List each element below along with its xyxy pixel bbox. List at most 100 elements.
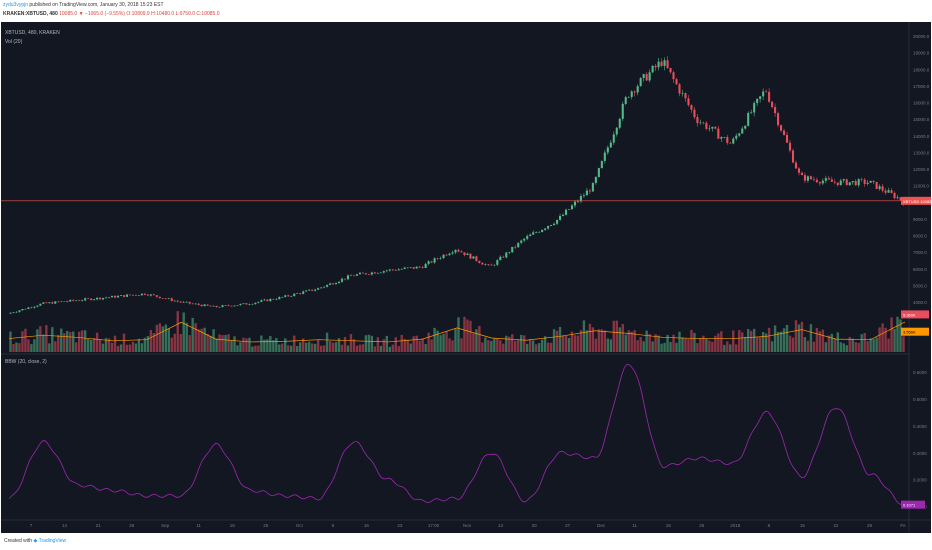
volume-bar [236, 345, 239, 352]
volume-bar [430, 339, 433, 352]
candle-body [418, 266, 421, 268]
candle-body [317, 288, 320, 290]
price-tick-label: 9000.0 [913, 217, 927, 222]
volume-bar [540, 339, 544, 352]
chart-plot-area[interactable]: XBTUSD, 480, KRAKEN Vol (20) BBW (20, clos… [1, 22, 931, 533]
candle-body [134, 294, 137, 296]
candle-body [406, 267, 409, 269]
volume-bar [812, 341, 816, 352]
candle-body [51, 302, 54, 304]
x-axis-label: 22 [833, 523, 839, 528]
volume-bar [382, 339, 386, 352]
volume-bar [77, 331, 81, 352]
volume-bar [137, 338, 141, 352]
volume-bar [98, 338, 102, 352]
candle-body [505, 252, 508, 258]
volume-bar [179, 333, 182, 352]
x-axis-label: 14 [62, 523, 68, 528]
volume-bar [272, 340, 275, 352]
candle-body [771, 101, 774, 108]
volume-bar [352, 339, 356, 352]
tradingview-logo-icon: ◆ [33, 538, 38, 544]
volume-bar [511, 334, 514, 352]
candle-body [388, 269, 391, 271]
volume-bar [269, 335, 272, 352]
price-tick-label: 5000.0 [913, 283, 927, 288]
candle-body [502, 256, 505, 258]
volume-bar [606, 338, 610, 352]
volume-bar [872, 339, 875, 352]
candle-body [490, 264, 493, 266]
volume-bar [738, 330, 741, 352]
last-price-tag [901, 196, 931, 205]
volume-bar [642, 341, 645, 352]
volume-bar [669, 342, 672, 352]
candle-body [311, 289, 314, 291]
candle-body [845, 179, 848, 186]
x-axis-label: 23 [397, 523, 403, 528]
volume-bar [528, 339, 532, 352]
volume-bar [445, 331, 448, 352]
volume-bar [615, 320, 618, 352]
candle-body [102, 297, 105, 300]
volume-bar [487, 340, 490, 352]
candle-body [672, 72, 675, 80]
candle-body [326, 284, 329, 287]
volume-bar [281, 343, 284, 352]
volume-bar [594, 338, 598, 352]
volume-bar [149, 330, 153, 352]
candle-body [756, 98, 759, 104]
candle-body [170, 298, 173, 301]
candle-body [517, 242, 520, 248]
volume-bar [484, 337, 487, 352]
volume-bar [747, 329, 750, 352]
candle-body [881, 186, 884, 191]
candle-body [627, 96, 630, 98]
candle-body [275, 299, 278, 300]
volume-bar [340, 344, 344, 352]
tradingview-brand[interactable]: TradingView [38, 538, 67, 544]
volume-bar [54, 341, 57, 352]
candle-body [367, 274, 370, 275]
volume-bar [764, 333, 768, 352]
volume-bar [80, 330, 84, 352]
chart-svg[interactable]: XBTUSD, 480, KRAKEN Vol (20) BBW (20, clos… [1, 22, 931, 533]
author-link[interactable]: zydu3vypjn [3, 2, 29, 8]
volume-bar [752, 328, 756, 352]
volume-bar [266, 339, 269, 352]
x-axis-label: Nov [463, 523, 472, 528]
candle-body [872, 180, 875, 182]
candle-body [800, 172, 804, 176]
volume-bar [899, 319, 902, 352]
volume-bar [86, 338, 90, 352]
x-axis-label: 25 [263, 523, 269, 528]
candle-body [206, 304, 209, 306]
candle-body [570, 205, 574, 210]
candle-body [125, 294, 129, 297]
candle-body [466, 253, 469, 256]
candle-body [860, 179, 863, 180]
volume-bar [779, 331, 783, 352]
volume-bar [842, 343, 845, 352]
candle-body [33, 306, 36, 308]
volume-bar [152, 333, 156, 352]
candle-body [397, 269, 400, 271]
candle-body [657, 61, 660, 68]
volume-bar [666, 334, 669, 352]
volume-bar [439, 335, 442, 352]
volume-bar [657, 335, 660, 352]
candle-body [442, 254, 445, 259]
volume-bar [334, 342, 338, 352]
price-tick-label: 8000.0 [913, 234, 927, 239]
candle-body [487, 264, 490, 266]
volume-bar [564, 335, 568, 352]
candle-body [693, 109, 696, 118]
volume-bar [457, 317, 460, 352]
volume-bar [36, 329, 39, 352]
candle-body [768, 91, 771, 102]
volume-bar [119, 344, 123, 352]
x-axis-label: Fe [900, 523, 906, 528]
candle-body [137, 295, 140, 296]
candle-body [558, 215, 562, 220]
candle-body [493, 264, 496, 266]
